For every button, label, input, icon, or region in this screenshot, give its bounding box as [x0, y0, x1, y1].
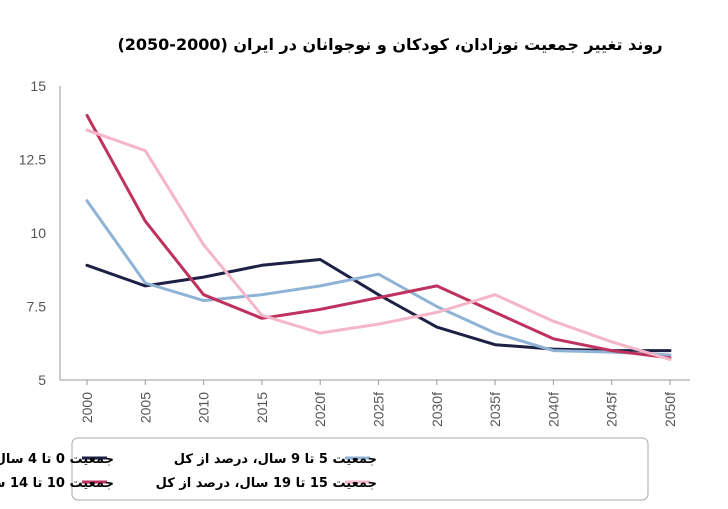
- y-tick-labels: 5 7.5 10 12.5 15: [19, 78, 46, 388]
- y-tick-label: 12.5: [19, 152, 46, 168]
- y-tick-label: 7.5: [27, 299, 47, 315]
- y-tick-label: 5: [38, 372, 46, 388]
- x-tick-label: 2020f: [312, 392, 328, 427]
- legend: جمعیت 0 تا 4 سال، درصد از کل جمعیت 5 تا 9…: [0, 452, 377, 491]
- x-tick-label: 2035f: [487, 392, 503, 427]
- x-tick-label: 2045f: [604, 392, 620, 427]
- y-tick-label: 15: [30, 78, 46, 94]
- x-tick-label: 2000: [79, 392, 95, 423]
- x-tick-label: 2015: [254, 392, 270, 423]
- legend-label-3: جمعیت 10 تا 14 سال، درصد از کل: [0, 476, 114, 491]
- legend-label-1: جمعیت 0 تا 4 سال، درصد از کل: [0, 452, 114, 467]
- legend-label-4: جمعیت 15 تا 19 سال، درصد از کل: [156, 476, 377, 491]
- legend-box: [71, 437, 649, 501]
- series-line-2: [85, 199, 672, 357]
- series-line-3: [85, 113, 672, 360]
- chart-title: روند تغییر جمعیت نوزادان، کودکان و نوجوا…: [117, 35, 662, 54]
- x-tick-label: 2040f: [545, 392, 561, 427]
- legend-label-2: جمعیت 5 تا 9 سال، درصد از کل: [174, 452, 377, 467]
- series-line-4: [85, 128, 672, 361]
- y-tick-label: 10: [30, 225, 46, 241]
- x-tick-label: 2010: [196, 392, 212, 423]
- x-tick-label: 2030f: [429, 392, 445, 427]
- x-tick-labels: 2000 2005 2010 2015 2020f 2025f 2030f 2035f 2040…: [79, 380, 678, 427]
- x-tick-label: 2050f: [662, 392, 678, 427]
- series-lines: [85, 113, 672, 361]
- x-tick-label: 2005: [137, 392, 153, 423]
- x-tick-label: 2025f: [371, 392, 387, 427]
